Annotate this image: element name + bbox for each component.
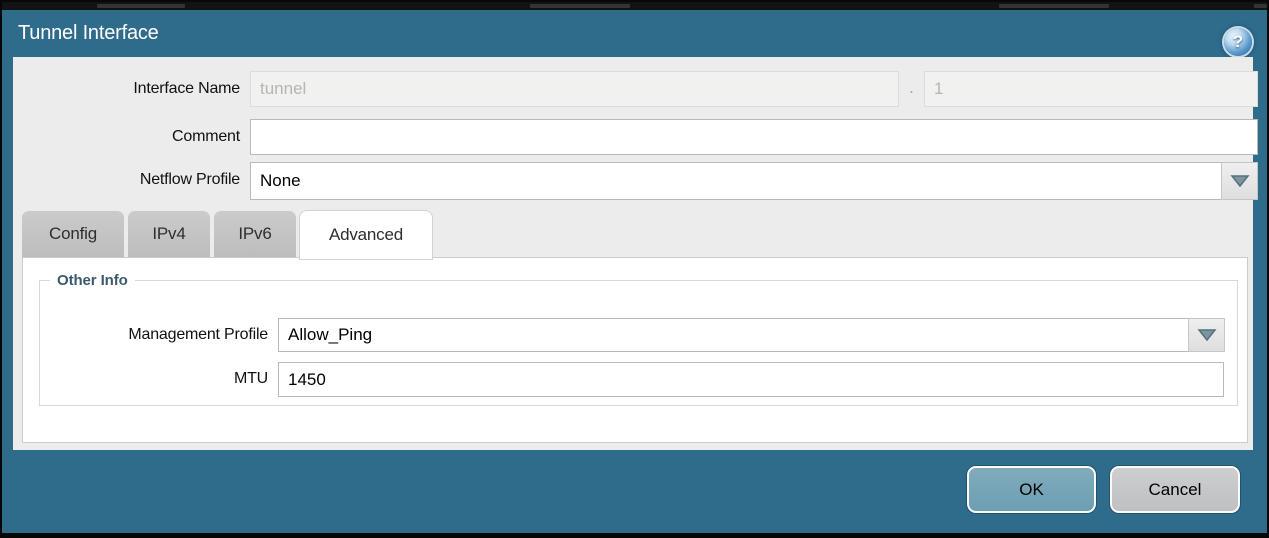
cancel-button[interactable]: Cancel (1110, 466, 1240, 513)
other-info-groupbox: Other Info (39, 272, 1238, 406)
question-icon: ? (1232, 32, 1244, 51)
subinterface-separator: . (909, 80, 914, 97)
netflow-profile-label: Netflow Profile (139, 171, 240, 188)
tab-ipv6[interactable]: IPv6 (214, 211, 296, 257)
help-button[interactable]: ? (1224, 28, 1252, 56)
netflow-profile-select[interactable]: None (250, 162, 1258, 200)
dimmed-page-backdrop (2, 2, 1267, 10)
dialog-body: Interface Name . Comment Netflow Profile… (13, 57, 1258, 450)
netflow-profile-dropdown-button[interactable] (1221, 162, 1258, 200)
backdrop-text-fragment (530, 4, 630, 8)
other-info-title: Other Info (57, 272, 128, 289)
mtu-label: MTU (233, 370, 268, 387)
netflow-profile-value: None (250, 162, 1221, 200)
dialog-title: Tunnel Interface (18, 22, 159, 44)
ok-button[interactable]: OK (967, 466, 1096, 513)
backdrop-text-fragment (999, 4, 1109, 8)
interface-name-input[interactable] (250, 71, 899, 107)
dialog-titlebar: Tunnel Interface ? (2, 10, 1267, 57)
backdrop-text-fragment (97, 4, 185, 8)
management-profile-value: Allow_Ping (278, 318, 1188, 352)
tab-config[interactable]: Config (22, 211, 124, 257)
tab-ipv4[interactable]: IPv4 (128, 211, 210, 257)
mtu-input[interactable] (278, 362, 1224, 397)
tab-advanced[interactable]: Advanced (300, 211, 432, 259)
management-profile-label: Management Profile (128, 326, 268, 343)
chevron-down-icon (1229, 175, 1250, 188)
advanced-tab-panel: Other Info Management Profile Allow_Ping… (22, 257, 1248, 443)
chevron-down-icon (1196, 329, 1217, 342)
subinterface-number-input[interactable] (924, 71, 1258, 107)
interface-name-label: Interface Name (133, 80, 240, 97)
comment-input[interactable] (250, 119, 1258, 155)
backdrop-text-fragment (1254, 4, 1267, 8)
management-profile-select[interactable]: Allow_Ping (278, 318, 1225, 352)
comment-label: Comment (172, 128, 240, 145)
management-profile-dropdown-button[interactable] (1188, 318, 1225, 352)
